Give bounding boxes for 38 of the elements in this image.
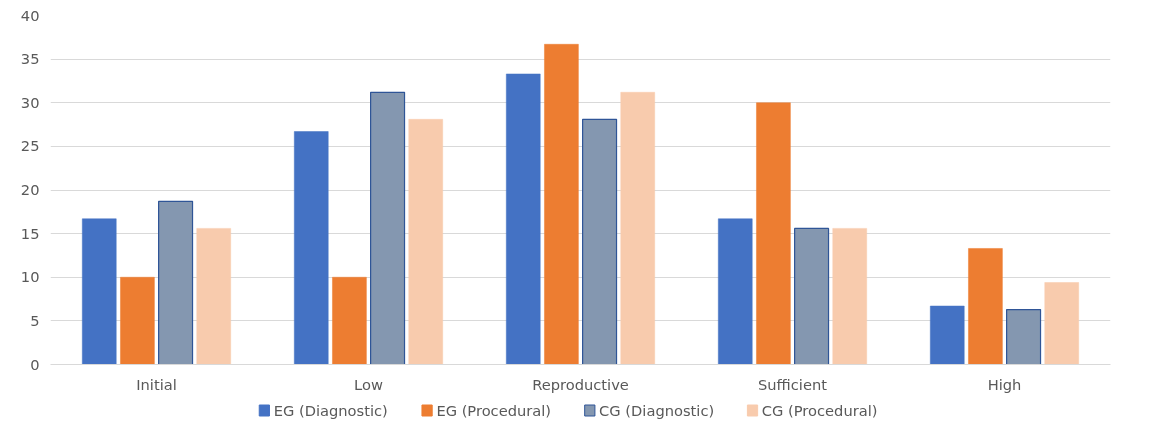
y-tick-label: 25: [20, 137, 40, 155]
legend-label: CG (Diagnostic): [599, 402, 715, 419]
bar: [832, 228, 867, 365]
x-tick-label: High: [987, 375, 1022, 393]
y-tick-label: 30: [20, 93, 40, 111]
y-tick-label: 15: [20, 224, 40, 242]
y-tick-label: 10: [20, 268, 40, 286]
bar: [1006, 308, 1042, 365]
x-tick-label: Low: [354, 375, 383, 393]
legend-label: EG (Procedural): [436, 402, 552, 419]
bar: [544, 44, 579, 365]
y-tick-label: 5: [30, 311, 40, 329]
bar: [294, 131, 329, 365]
bar: [1044, 282, 1079, 365]
x-tick-label: Sufficient: [758, 375, 828, 393]
y-tick-label: 20: [20, 181, 40, 198]
bar: [82, 218, 117, 365]
legend-label: EG (Diagnostic): [273, 402, 388, 419]
x-tick-label: Reproductive: [532, 375, 629, 393]
y-tick-label: 0: [30, 355, 40, 373]
bar: [930, 305, 965, 365]
bar: [582, 118, 618, 365]
bar: [620, 92, 655, 365]
bar: [968, 248, 1003, 365]
bar: [756, 102, 791, 365]
y-tick-label: 40: [20, 6, 40, 24]
y-tick-label: 35: [20, 50, 40, 68]
legend-label: CG (Procedural): [761, 402, 878, 419]
bar: [370, 91, 406, 365]
bar: [408, 119, 443, 365]
bar: [506, 73, 541, 365]
bar: [332, 277, 367, 365]
bar: [794, 227, 830, 365]
x-tick-label: Initial: [136, 375, 177, 393]
bar: [718, 218, 753, 365]
bar: [196, 228, 231, 365]
bar: [120, 277, 155, 365]
bar: [158, 200, 194, 365]
